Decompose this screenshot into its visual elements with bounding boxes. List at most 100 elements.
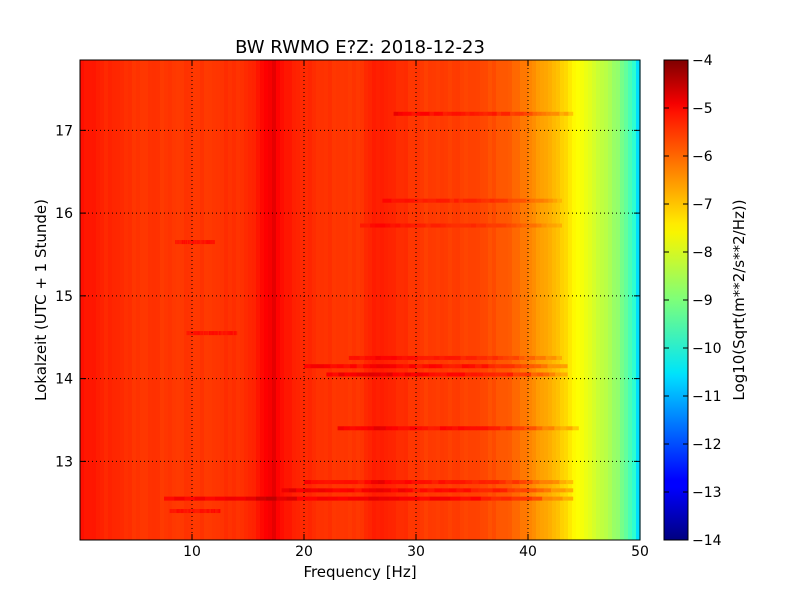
heatmap-band-segment xyxy=(405,488,414,493)
heatmap-column xyxy=(120,60,125,540)
heatmap-band-segment xyxy=(179,509,182,514)
heatmap-band-segment xyxy=(349,426,357,431)
heatmap-column xyxy=(600,60,605,540)
heatmap-column xyxy=(176,60,181,540)
heatmap-band-segment xyxy=(344,480,352,485)
heatmap-band-segment xyxy=(514,111,520,116)
heatmap-band-segment xyxy=(536,488,545,493)
heatmap-column xyxy=(276,60,281,540)
heatmap-band-segment xyxy=(304,364,311,369)
heatmap-column xyxy=(116,60,121,540)
heatmap-column xyxy=(392,60,397,540)
heatmap-band-segment xyxy=(451,426,459,431)
heatmap-column xyxy=(104,60,109,540)
heatmap-band-segment xyxy=(178,509,181,514)
heatmap-band-segment xyxy=(348,355,355,360)
heatmap-band-segment xyxy=(446,372,454,377)
colorbar-tick-label: −8 xyxy=(692,245,713,261)
heatmap-band-segment xyxy=(357,480,365,485)
heatmap-band-segment xyxy=(451,480,459,485)
heatmap-band-segment xyxy=(169,509,172,514)
heatmap-band-segment xyxy=(303,488,312,493)
heatmap-band-segment xyxy=(560,426,567,431)
heatmap-band-segment xyxy=(266,496,277,501)
heatmap-band-segment xyxy=(245,496,257,501)
heatmap-band-segment xyxy=(548,198,554,203)
heatmap-band-segment xyxy=(519,355,525,360)
heatmap-band-segment xyxy=(361,426,369,431)
heatmap-band-segment xyxy=(514,364,522,369)
heatmap-band-segment xyxy=(190,331,192,336)
heatmap-column xyxy=(548,60,553,540)
heatmap-column xyxy=(336,60,341,540)
heatmap-column xyxy=(296,60,301,540)
heatmap-band-segment xyxy=(472,198,477,203)
heatmap-band-segment xyxy=(344,372,351,377)
heatmap-column xyxy=(552,60,557,540)
heatmap-band-segment xyxy=(539,480,547,485)
heatmap-band-segment xyxy=(545,355,552,360)
heatmap-column xyxy=(180,60,185,540)
x-tick-label: 20 xyxy=(295,544,313,560)
heatmap-column xyxy=(496,60,501,540)
heatmap-column xyxy=(448,60,453,540)
heatmap-band-segment xyxy=(222,331,225,336)
heatmap-band-segment xyxy=(507,198,513,203)
heatmap-band-segment xyxy=(198,240,201,245)
heatmap-band-segment xyxy=(510,111,515,116)
heatmap-band-segment xyxy=(434,372,442,377)
grid-lines xyxy=(80,60,640,540)
heatmap-band-segment xyxy=(472,480,480,485)
heatmap-band-segment xyxy=(391,355,398,360)
heatmap-band-segment xyxy=(393,111,399,116)
heatmap-band-segment xyxy=(337,480,345,485)
heatmap-band-segment xyxy=(445,198,450,203)
heatmap-band-segment xyxy=(185,509,188,514)
heatmap-band-segment xyxy=(396,364,404,369)
heatmap-column xyxy=(284,60,289,540)
heatmap-band-segment xyxy=(438,480,446,485)
heatmap-column xyxy=(596,60,601,540)
heatmap-band-segment xyxy=(532,480,540,485)
heatmap-band-segment xyxy=(179,240,181,245)
heatmap-band-segment xyxy=(441,488,450,493)
heatmap-band-segment xyxy=(383,488,392,493)
heatmap-band-segment xyxy=(347,496,359,501)
heatmap-band-segment xyxy=(501,223,507,228)
heatmap-column xyxy=(228,60,233,540)
heatmap-band-segment xyxy=(475,223,482,228)
heatmap-band-segment xyxy=(438,111,444,116)
heatmap-band-segment xyxy=(526,223,532,228)
heatmap-band-segment xyxy=(449,488,457,493)
heatmap-band-segment xyxy=(400,223,406,228)
plot-area xyxy=(79,59,641,541)
heatmap-band-segment xyxy=(488,426,495,431)
heatmap-band-segment xyxy=(460,496,471,501)
heatmap-column xyxy=(540,60,545,540)
heatmap-band-segment xyxy=(455,364,463,369)
heatmap-column xyxy=(484,60,489,540)
heatmap-band-segment xyxy=(204,240,206,245)
heatmap-band-segment xyxy=(208,240,210,245)
heatmap-column xyxy=(564,60,569,540)
colorbar-tick-label: −12 xyxy=(692,437,722,453)
heatmap-band-segment xyxy=(336,364,344,369)
heatmap-column xyxy=(608,60,613,540)
heatmap-band-segment xyxy=(339,488,348,493)
heatmap-band-segment xyxy=(197,509,199,514)
heatmap-band-segment xyxy=(206,509,208,514)
heatmap-band-segment xyxy=(488,364,496,369)
heatmap-band-segment xyxy=(486,223,492,228)
heatmap-band-segment xyxy=(465,355,472,360)
heatmap-band-segment xyxy=(412,355,419,360)
heatmap-band-segment xyxy=(513,372,520,377)
heatmap-band-segment xyxy=(449,198,455,203)
heatmap-column xyxy=(240,60,245,540)
heatmap-band-segment xyxy=(191,509,193,514)
heatmap-column xyxy=(628,60,633,540)
heatmap-band-segment xyxy=(439,355,445,360)
heatmap-band-segment xyxy=(549,372,556,377)
heatmap-band-segment xyxy=(555,372,562,377)
heatmap-column xyxy=(412,60,417,540)
heatmap-band-segment xyxy=(370,355,376,360)
